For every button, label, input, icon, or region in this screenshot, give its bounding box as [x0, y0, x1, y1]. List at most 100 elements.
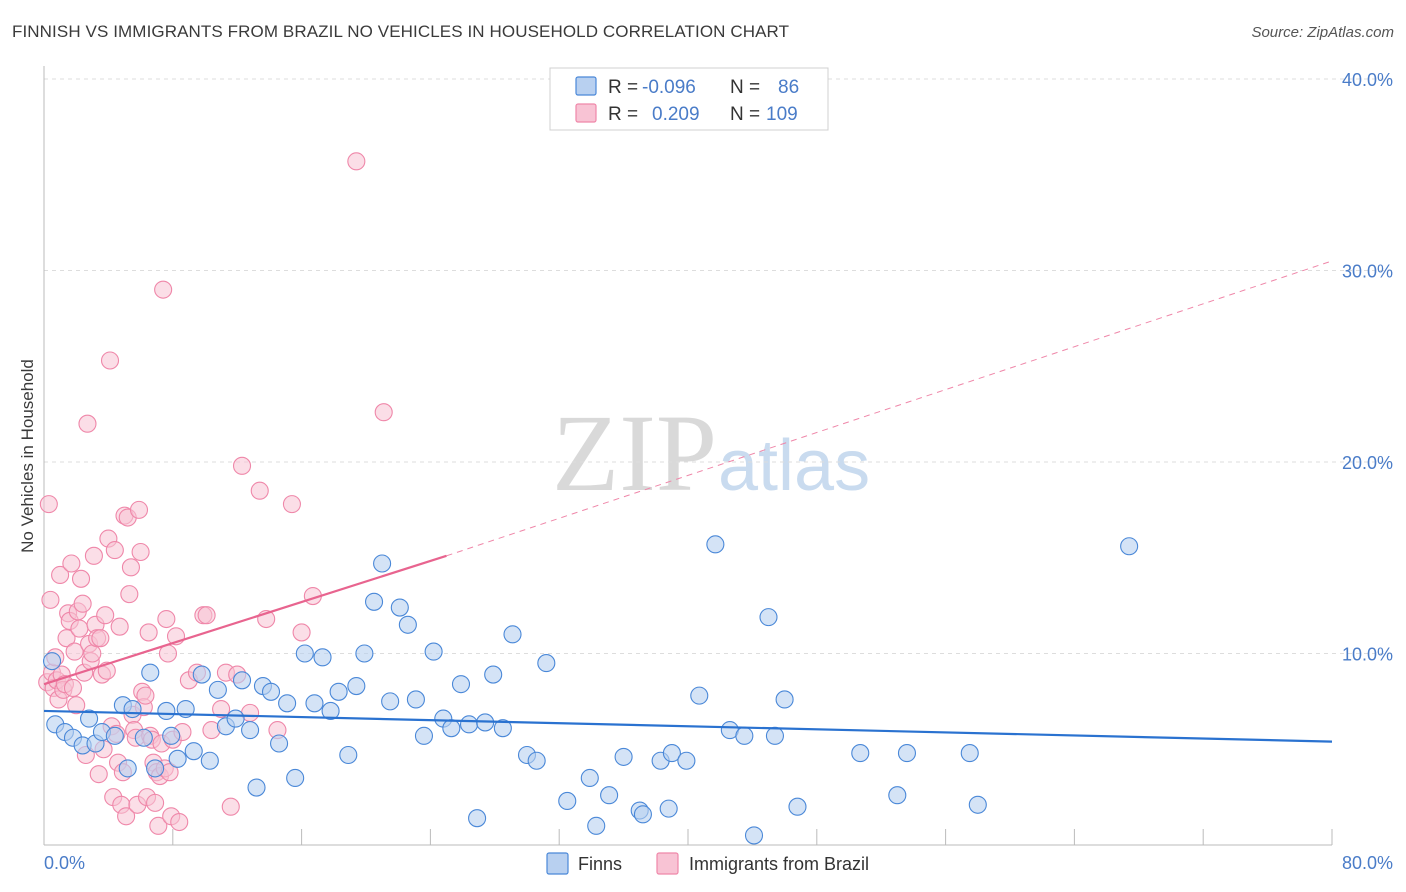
data-point-finns — [662, 744, 681, 763]
data-point-brazil — [129, 500, 149, 519]
data-point-finns — [105, 726, 124, 745]
gridlines — [44, 78, 1392, 654]
correlation-legend: R = -0.096 N = 86 R = 0.209 N = 109 — [549, 67, 829, 131]
data-point-finns — [261, 682, 281, 701]
data-point-finns — [468, 809, 487, 828]
data-point-finns — [690, 686, 709, 705]
data-point-brazil — [250, 481, 269, 500]
data-point-finns — [146, 759, 165, 778]
data-point-finns — [1120, 537, 1139, 556]
y-tick-labels: 10.0% 20.0% 30.0% 40.0% — [1342, 70, 1393, 665]
data-point-finns — [192, 665, 211, 684]
data-point-finns — [493, 719, 512, 738]
data-point-finns — [484, 665, 503, 684]
data-point-finns — [123, 699, 142, 719]
data-point-finns — [558, 791, 577, 811]
data-point-brazil — [139, 623, 158, 642]
data-point-brazil — [57, 629, 76, 648]
data-point-brazil — [70, 619, 89, 638]
x-tick-label-max: 80.0% — [1342, 853, 1393, 873]
legend-r-value-finns: -0.096 — [642, 77, 696, 98]
data-point-finns — [200, 751, 219, 770]
data-point-finns — [339, 745, 358, 765]
source-label: Source: ZipAtlas.com — [1251, 24, 1394, 41]
legend-swatch-brazil — [575, 103, 597, 123]
data-point-finns — [537, 654, 556, 673]
data-point-finns — [406, 690, 425, 709]
data-point-finns — [278, 694, 297, 713]
data-point-finns — [968, 795, 987, 814]
data-point-brazil — [117, 807, 136, 826]
data-point-brazil — [105, 541, 124, 560]
data-point-brazil — [197, 606, 216, 625]
data-point-brazil — [121, 558, 140, 577]
trend-lines — [43, 260, 1333, 743]
watermark-zip: ZIP — [552, 392, 717, 514]
data-point-finns — [134, 728, 153, 747]
data-point-finns — [580, 768, 599, 788]
data-point-brazil — [83, 644, 102, 663]
chart-title: FINNISH VS IMMIGRANTS FROM BRAZIL NO VEH… — [12, 22, 790, 41]
data-point-finns — [765, 726, 784, 745]
legend-r-label-brazil: R = — [608, 104, 638, 125]
data-point-brazil — [282, 495, 301, 514]
data-point-finns — [633, 805, 652, 824]
data-point-finns — [329, 682, 348, 701]
data-point-brazil — [71, 569, 91, 588]
data-point-finns — [414, 726, 434, 745]
data-point-brazil — [62, 554, 81, 573]
x-tick-marks — [172, 829, 1333, 845]
data-point-brazil — [347, 152, 366, 171]
data-point-brazil — [154, 280, 173, 299]
series-brazil-points — [38, 152, 393, 835]
data-point-finns — [600, 786, 619, 805]
data-point-brazil — [292, 623, 311, 642]
data-point-finns — [424, 642, 443, 661]
bottom-legend-label-finns: Finns — [578, 854, 622, 874]
legend-r-value-brazil: 0.209 — [652, 104, 700, 125]
data-point-brazil — [131, 542, 150, 562]
data-point-finns — [442, 719, 461, 738]
data-point-finns — [390, 598, 409, 617]
data-point-brazil — [41, 590, 60, 609]
data-point-brazil — [65, 642, 84, 661]
data-point-finns — [659, 799, 678, 818]
data-point-brazil — [51, 565, 70, 585]
legend-n-label-finns: N = — [730, 77, 760, 98]
y-axis-label: No Vehicles in Household — [18, 359, 37, 553]
data-point-finns — [851, 744, 870, 763]
data-point-finns — [897, 744, 917, 763]
trend-line-finns — [43, 709, 1333, 743]
data-point-brazil — [84, 546, 103, 565]
data-point-finns — [347, 677, 366, 696]
data-point-finns — [398, 615, 417, 634]
data-point-finns — [527, 751, 546, 770]
data-point-finns — [459, 715, 479, 734]
legend-r-label-finns: R = — [608, 77, 638, 98]
data-point-finns — [759, 608, 778, 627]
data-point-finns — [888, 786, 907, 805]
data-point-finns — [286, 768, 305, 788]
data-point-finns — [744, 826, 764, 845]
data-point-finns — [80, 709, 99, 728]
data-point-brazil — [136, 686, 155, 705]
data-point-finns — [141, 663, 160, 682]
data-point-finns — [241, 721, 260, 740]
data-point-brazil — [110, 617, 129, 636]
data-point-brazil — [221, 797, 240, 816]
legend-n-value-finns: 86 — [778, 77, 799, 98]
data-point-finns — [184, 742, 203, 761]
data-point-finns — [677, 751, 696, 770]
data-point-brazil — [100, 351, 120, 370]
y-tick-label: 40.0% — [1342, 70, 1393, 90]
data-point-brazil — [146, 793, 165, 812]
data-point-finns — [706, 535, 725, 554]
legend-n-value-brazil: 109 — [766, 104, 798, 125]
y-tick-label: 30.0% — [1342, 262, 1393, 282]
data-point-finns — [503, 625, 522, 644]
legend-n-label-brazil: N = — [730, 104, 760, 125]
series-finns-points — [42, 535, 1139, 845]
data-point-brazil — [96, 606, 115, 625]
data-point-brazil — [67, 696, 86, 715]
data-point-finns — [381, 692, 400, 711]
